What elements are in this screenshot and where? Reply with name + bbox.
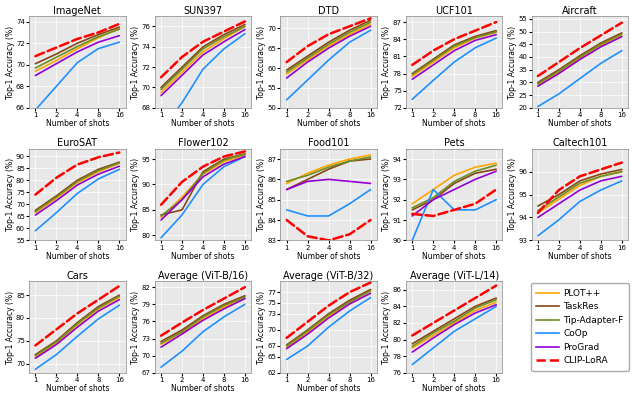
Title: EuroSAT: EuroSAT: [58, 138, 97, 148]
Title: SUN397: SUN397: [184, 6, 223, 16]
Y-axis label: Top-1 Accuracy (%): Top-1 Accuracy (%): [257, 26, 266, 99]
Title: UCF101: UCF101: [435, 6, 473, 16]
Title: Average (ViT-B/16): Average (ViT-B/16): [158, 271, 248, 280]
Legend: PLOT++, TaskRes, Tip-Adapter-F, CoOp, ProGrad, CLIP-LoRA: PLOT++, TaskRes, Tip-Adapter-F, CoOp, Pr…: [531, 283, 629, 371]
X-axis label: Number of shots: Number of shots: [172, 119, 235, 128]
Title: Pets: Pets: [444, 138, 465, 148]
Title: Cars: Cars: [67, 271, 88, 280]
X-axis label: Number of shots: Number of shots: [45, 252, 109, 261]
Y-axis label: Top-1 Accuracy (%): Top-1 Accuracy (%): [131, 158, 140, 231]
Y-axis label: Top-1 Accuracy (%): Top-1 Accuracy (%): [131, 290, 140, 364]
Title: DTD: DTD: [318, 6, 339, 16]
Y-axis label: Top-1 Accuracy (%): Top-1 Accuracy (%): [6, 26, 15, 99]
X-axis label: Number of shots: Number of shots: [422, 252, 486, 261]
X-axis label: Number of shots: Number of shots: [172, 252, 235, 261]
Y-axis label: Top-1 Accuracy (%): Top-1 Accuracy (%): [383, 290, 392, 364]
X-axis label: Number of shots: Number of shots: [297, 252, 360, 261]
Y-axis label: Top-1 Accuracy (%): Top-1 Accuracy (%): [257, 158, 266, 231]
Y-axis label: Top-1 Accuracy (%): Top-1 Accuracy (%): [6, 158, 15, 231]
Y-axis label: Top-1 Accuracy (%): Top-1 Accuracy (%): [257, 290, 266, 364]
X-axis label: Number of shots: Number of shots: [548, 119, 612, 128]
Title: Average (ViT-L/14): Average (ViT-L/14): [410, 271, 499, 280]
Y-axis label: Top-1 Accuracy (%): Top-1 Accuracy (%): [508, 158, 517, 231]
Y-axis label: Top-1 Accuracy (%): Top-1 Accuracy (%): [131, 26, 140, 99]
Title: Flower102: Flower102: [178, 138, 228, 148]
X-axis label: Number of shots: Number of shots: [422, 385, 486, 393]
Y-axis label: Top-1 Accuracy (%): Top-1 Accuracy (%): [6, 290, 15, 364]
Title: Caltech101: Caltech101: [552, 138, 607, 148]
Title: Food101: Food101: [308, 138, 349, 148]
X-axis label: Number of shots: Number of shots: [45, 119, 109, 128]
Title: Average (ViT-B/32): Average (ViT-B/32): [284, 271, 374, 280]
X-axis label: Number of shots: Number of shots: [422, 119, 486, 128]
X-axis label: Number of shots: Number of shots: [297, 385, 360, 393]
X-axis label: Number of shots: Number of shots: [172, 385, 235, 393]
X-axis label: Number of shots: Number of shots: [548, 252, 612, 261]
Y-axis label: Top-1 Accuracy (%): Top-1 Accuracy (%): [383, 158, 392, 231]
Title: ImageNet: ImageNet: [54, 6, 101, 16]
X-axis label: Number of shots: Number of shots: [45, 385, 109, 393]
Title: Aircraft: Aircraft: [562, 6, 598, 16]
X-axis label: Number of shots: Number of shots: [297, 119, 360, 128]
Y-axis label: Top-1 Accuracy (%): Top-1 Accuracy (%): [508, 26, 517, 99]
Y-axis label: Top-1 Accuracy (%): Top-1 Accuracy (%): [383, 26, 392, 99]
